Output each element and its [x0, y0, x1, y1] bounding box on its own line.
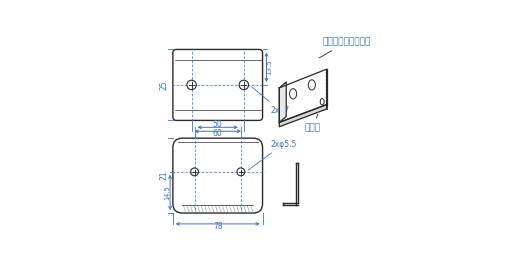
Text: 60: 60 [213, 129, 223, 138]
Ellipse shape [320, 99, 324, 105]
Text: 50: 50 [213, 120, 223, 130]
Text: 2xφ5.5: 2xφ5.5 [248, 140, 297, 170]
Ellipse shape [308, 80, 316, 90]
Text: 設置側: 設置側 [305, 114, 321, 132]
Text: 21: 21 [160, 171, 169, 180]
Text: 14.5: 14.5 [164, 185, 170, 200]
Text: 25: 25 [160, 80, 169, 90]
Text: 小型充電ユニット側: 小型充電ユニット側 [319, 37, 371, 58]
Text: 78: 78 [213, 222, 223, 231]
Text: 2xφ7: 2xφ7 [252, 87, 290, 115]
Ellipse shape [290, 89, 296, 99]
Text: 13.5: 13.5 [266, 59, 272, 75]
Polygon shape [279, 82, 286, 122]
Polygon shape [279, 105, 327, 127]
